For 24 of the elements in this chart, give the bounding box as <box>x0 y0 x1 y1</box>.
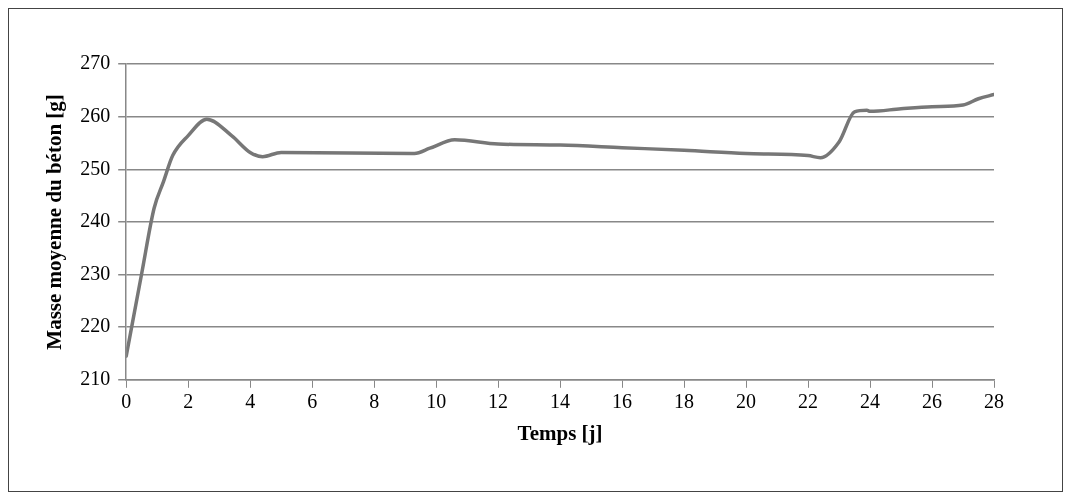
x-tick-label: 0 <box>121 390 132 413</box>
x-tick-label: 12 <box>488 390 509 413</box>
y-tick-label: 240 <box>80 209 111 232</box>
x-tick-label: 20 <box>736 390 757 413</box>
x-tick-label: 4 <box>245 390 256 413</box>
x-tick-label: 28 <box>984 390 1004 413</box>
x-tick-label: 24 <box>860 390 881 413</box>
y-tick-label: 210 <box>80 367 111 390</box>
x-tick-label: 18 <box>674 390 695 413</box>
x-axis-title: Temps [j] <box>517 420 603 445</box>
x-tick-label: 2 <box>183 390 194 413</box>
x-tick-label: 8 <box>369 390 380 413</box>
y-tick-label: 250 <box>80 156 111 179</box>
x-tick-label: 10 <box>426 390 447 413</box>
y-tick-label: 220 <box>80 314 111 337</box>
y-tick-label: 270 <box>80 51 111 74</box>
x-tick-label: 16 <box>612 390 633 413</box>
y-axis-title: Masse moyenne du béton [g] <box>42 94 67 350</box>
x-tick-label: 14 <box>550 390 571 413</box>
y-tick-label: 260 <box>80 103 111 126</box>
x-tick-label: 22 <box>798 390 819 413</box>
x-tick-label: 26 <box>922 390 943 413</box>
y-tick-label: 230 <box>80 261 111 284</box>
x-tick-label: 6 <box>307 390 318 413</box>
